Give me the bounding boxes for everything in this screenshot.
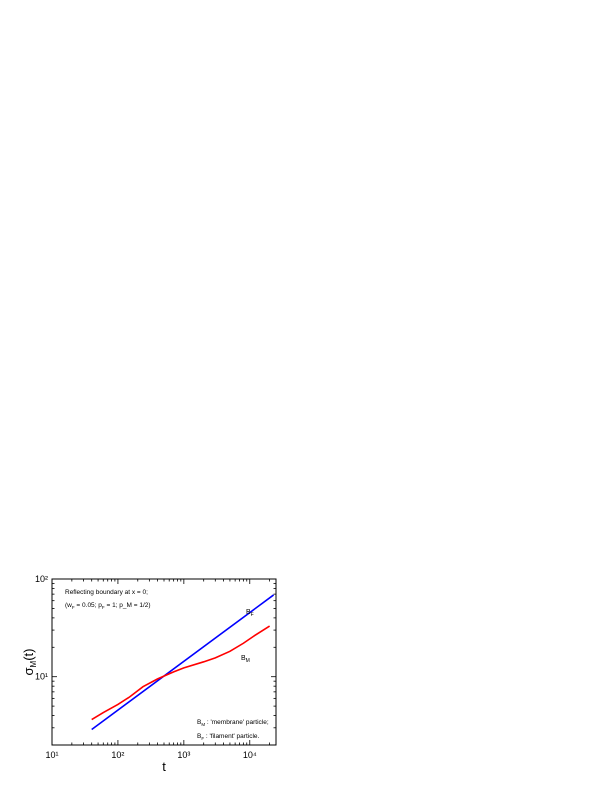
data-line: [91, 594, 275, 731]
y-tick-label: 10²: [35, 574, 48, 584]
legend-entry: BF : 'filament' particle.: [197, 733, 260, 741]
y-axis-label-part: (t): [21, 649, 36, 661]
series-label-sub: M: [246, 658, 250, 664]
annotation: (wF = 0.05; pF = 1; p_M = 1/2): [65, 602, 151, 610]
legend-description: : 'membrane' particle;: [205, 719, 269, 726]
annotation-part: = 0.05; p: [75, 602, 103, 609]
y-axis-label: σM(t): [21, 649, 38, 676]
annotation-sub: F: [72, 605, 75, 610]
series-label: BF: [246, 609, 254, 618]
annotation-part: = 1; p_M = 1/2): [105, 602, 151, 609]
annotation-sub: F: [102, 605, 105, 610]
series-label: BM: [241, 655, 250, 664]
legend-name: B: [197, 719, 201, 726]
series-label-name: B: [246, 609, 251, 616]
annotation-part: Reflecting boundary at x = 0;: [65, 589, 148, 596]
legend-sub: M: [201, 722, 205, 727]
annotation-part: (w: [65, 602, 72, 609]
annotation: Reflecting boundary at x = 0;: [65, 589, 148, 596]
legend-entry: BM : 'membrane' particle;: [197, 719, 269, 727]
series-label-name: B: [241, 655, 246, 662]
y-tick-label: 10¹: [35, 672, 48, 682]
legend-name: B: [197, 733, 201, 740]
y-axis-label-sub: M: [29, 660, 38, 667]
x-tick-label: 10²: [111, 750, 124, 760]
legend-description: : 'filament' particle.: [204, 733, 259, 740]
series-label-sub: F: [251, 612, 254, 618]
x-axis-label: t: [162, 759, 166, 774]
legend-sub: F: [201, 736, 204, 741]
x-tick-label: 10³: [177, 750, 190, 760]
x-tick-label: 10¹: [45, 750, 58, 760]
data-line: [91, 625, 271, 721]
y-axis-label-part: σ: [21, 667, 36, 675]
x-tick-label: 10⁴: [243, 750, 257, 760]
